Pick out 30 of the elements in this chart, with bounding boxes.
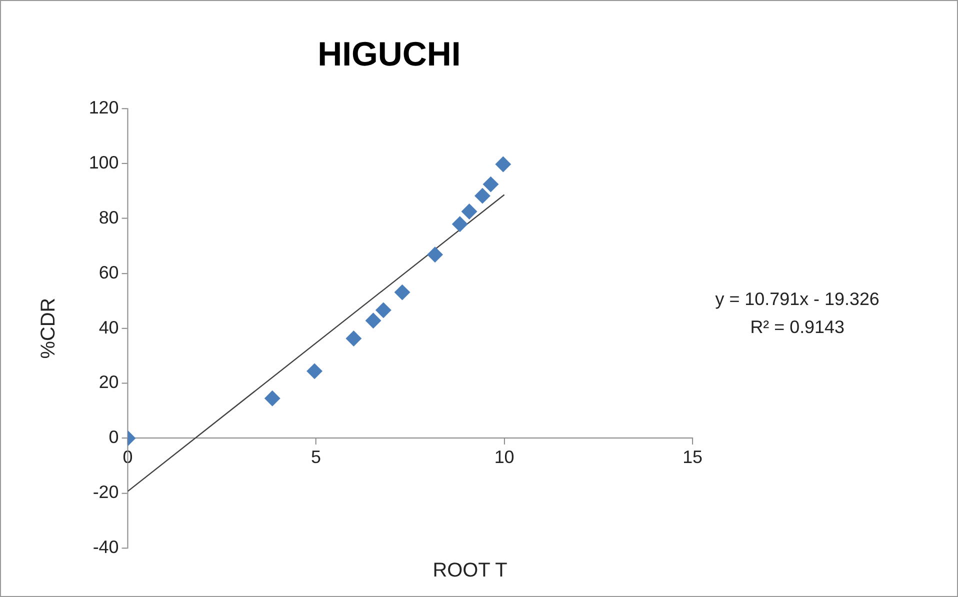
point <box>365 312 382 329</box>
point <box>461 204 478 220</box>
y-tick-label: -20 <box>92 482 119 502</box>
y-tick-label: 0 <box>108 427 119 448</box>
x-tick-label: 5 <box>311 446 322 467</box>
point <box>306 363 323 380</box>
point <box>264 390 280 406</box>
point <box>427 246 443 263</box>
point <box>375 302 392 318</box>
y-tick-label: 40 <box>98 317 119 338</box>
point <box>346 330 362 346</box>
point <box>394 284 410 300</box>
y-tick-label: 120 <box>88 97 119 118</box>
x-tick-label: 10 <box>494 446 514 467</box>
point <box>482 176 499 192</box>
y-tick-label: 100 <box>88 152 119 172</box>
x-axis-title: ROOT T <box>432 560 508 582</box>
text: y = 10.791x - 19.326 <box>715 288 880 309</box>
y-tick-label: 60 <box>98 262 119 282</box>
point <box>474 188 490 204</box>
chart-title: HIGUCHI <box>318 36 461 74</box>
y-axis-title: %CDR <box>37 298 60 359</box>
point <box>495 156 512 172</box>
x-tick-label: 0 <box>122 446 133 467</box>
text: R² = 0.9143 <box>750 316 845 337</box>
y-tick-label: -40 <box>92 537 119 558</box>
point <box>452 216 468 232</box>
x-tick-label: 15 <box>682 446 703 467</box>
y-tick-label: 80 <box>98 207 119 228</box>
y-tick-label: 20 <box>98 372 119 392</box>
